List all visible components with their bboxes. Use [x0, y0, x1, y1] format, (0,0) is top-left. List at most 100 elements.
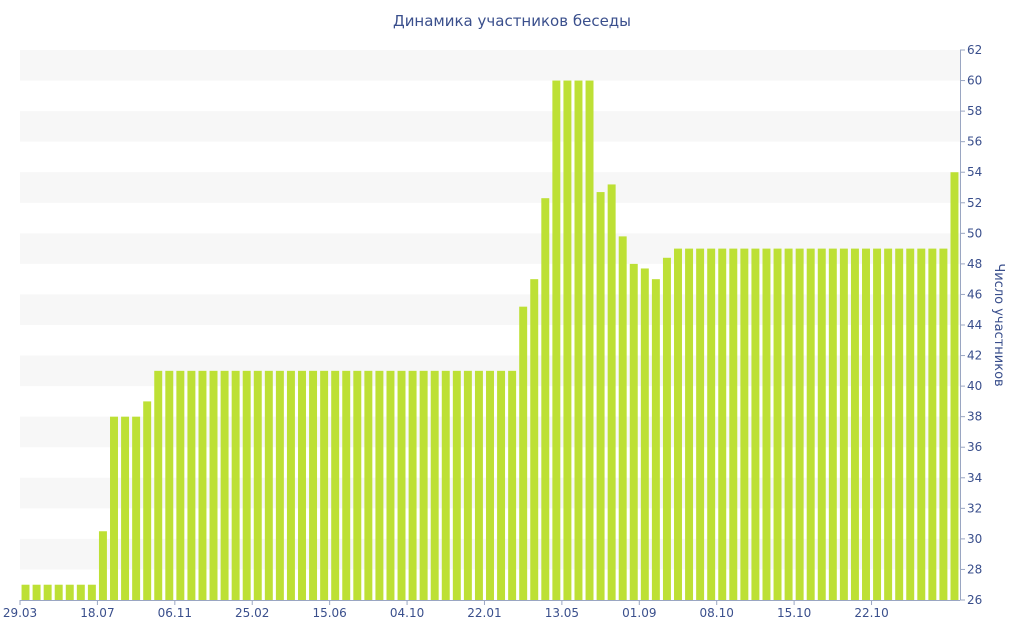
bar[interactable]: [718, 248, 727, 601]
bar[interactable]: [298, 370, 306, 600]
bar[interactable]: [696, 248, 705, 601]
y-tick-label: 38: [967, 410, 982, 424]
bar[interactable]: [98, 531, 107, 600]
bar[interactable]: [187, 370, 196, 600]
bar[interactable]: [596, 192, 605, 600]
bar[interactable]: [928, 248, 937, 601]
x-tick-label: 01.09: [622, 606, 656, 620]
bar[interactable]: [132, 416, 141, 600]
bar[interactable]: [353, 370, 362, 600]
bar[interactable]: [220, 370, 229, 600]
bar-series: [21, 80, 959, 601]
bar[interactable]: [419, 370, 428, 600]
bar[interactable]: [563, 80, 572, 600]
y-tick-label: 36: [967, 440, 982, 454]
bar[interactable]: [264, 370, 273, 600]
bar[interactable]: [65, 584, 74, 600]
bar[interactable]: [286, 370, 295, 600]
bar[interactable]: [629, 263, 638, 600]
bar[interactable]: [939, 248, 948, 601]
bar[interactable]: [917, 248, 926, 601]
x-tick-label: 15.10: [777, 606, 811, 620]
bar[interactable]: [541, 198, 550, 600]
bar[interactable]: [486, 370, 494, 600]
bar[interactable]: [397, 370, 406, 600]
bar[interactable]: [342, 370, 351, 600]
bar[interactable]: [21, 584, 30, 600]
bar[interactable]: [474, 370, 483, 600]
x-tick-label: 08.10: [700, 606, 734, 620]
bar[interactable]: [585, 80, 594, 600]
bar[interactable]: [552, 80, 561, 600]
bar[interactable]: [54, 584, 63, 600]
bar[interactable]: [110, 416, 118, 600]
bar[interactable]: [519, 306, 528, 600]
bar[interactable]: [674, 248, 682, 601]
bar[interactable]: [375, 370, 384, 600]
bar[interactable]: [198, 370, 207, 600]
y-tick-label: 52: [967, 196, 982, 210]
bar[interactable]: [950, 172, 959, 600]
bar[interactable]: [806, 248, 815, 601]
bar[interactable]: [884, 248, 893, 601]
x-tick-label: 15.06: [312, 606, 346, 620]
bar[interactable]: [452, 370, 461, 600]
bar[interactable]: [76, 584, 85, 600]
bar[interactable]: [165, 370, 174, 600]
bar[interactable]: [530, 279, 539, 600]
bar[interactable]: [662, 257, 671, 600]
bar[interactable]: [497, 370, 506, 600]
bar[interactable]: [618, 236, 627, 600]
bar[interactable]: [508, 370, 517, 600]
bar[interactable]: [176, 370, 185, 600]
bar[interactable]: [331, 370, 340, 600]
bar[interactable]: [408, 370, 417, 600]
bar[interactable]: [154, 370, 163, 600]
bar[interactable]: [784, 248, 793, 601]
bar[interactable]: [707, 248, 716, 601]
y-tick-label: 62: [967, 43, 982, 57]
bar[interactable]: [773, 248, 782, 601]
bar[interactable]: [640, 268, 649, 600]
bar[interactable]: [607, 184, 616, 600]
bar[interactable]: [873, 248, 882, 601]
y-tick-label: 44: [967, 318, 982, 332]
bar[interactable]: [143, 401, 152, 600]
bar[interactable]: [441, 370, 450, 600]
bar[interactable]: [309, 370, 318, 600]
bar[interactable]: [121, 416, 130, 600]
y-tick-label: 48: [967, 257, 982, 271]
bar[interactable]: [463, 370, 472, 600]
bar[interactable]: [839, 248, 848, 601]
bar[interactable]: [751, 248, 760, 601]
bar[interactable]: [685, 248, 694, 601]
bar[interactable]: [817, 248, 826, 601]
bar[interactable]: [651, 279, 660, 600]
chart-title: Динамика участников беседы: [392, 12, 632, 30]
bar[interactable]: [32, 584, 41, 600]
bar[interactable]: [574, 80, 583, 600]
bar[interactable]: [43, 584, 52, 600]
bar[interactable]: [253, 370, 262, 600]
bar[interactable]: [320, 370, 329, 600]
bar[interactable]: [386, 370, 395, 600]
bar[interactable]: [850, 248, 859, 601]
x-tick-label: 22.10: [854, 606, 888, 620]
bar[interactable]: [906, 248, 915, 601]
bar[interactable]: [430, 370, 439, 600]
y-tick-label: 50: [967, 226, 982, 240]
bar[interactable]: [242, 370, 251, 600]
bar[interactable]: [275, 370, 284, 600]
bar[interactable]: [740, 248, 749, 601]
bar[interactable]: [862, 248, 870, 601]
bar[interactable]: [762, 248, 771, 601]
bar[interactable]: [729, 248, 738, 601]
bar[interactable]: [828, 248, 837, 601]
bar[interactable]: [231, 370, 240, 600]
bar[interactable]: [209, 370, 218, 600]
bar[interactable]: [364, 370, 373, 600]
bar[interactable]: [87, 584, 96, 600]
bar[interactable]: [895, 248, 904, 601]
bar[interactable]: [795, 248, 804, 601]
